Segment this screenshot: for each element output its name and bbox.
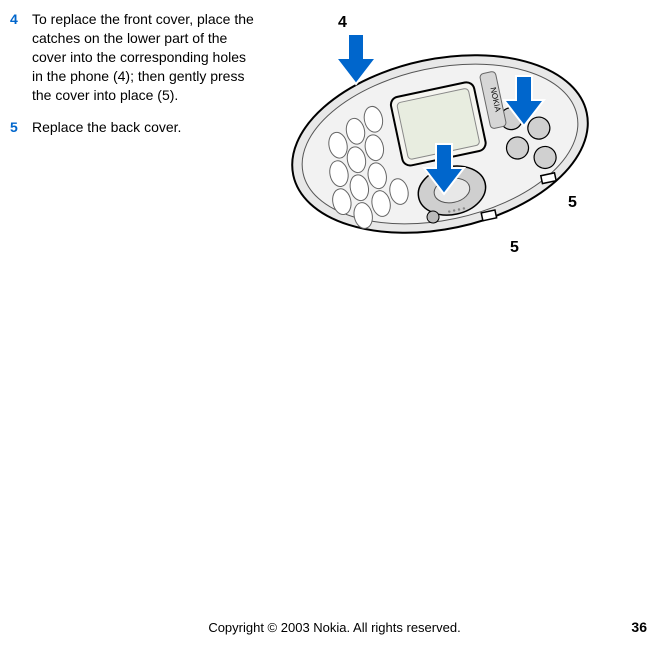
device-figure: NOKIA <box>280 14 610 254</box>
step-4: 4 To replace the front cover, place the … <box>10 10 260 104</box>
step-number: 4 <box>10 10 32 104</box>
page-number: 36 <box>631 619 647 635</box>
step-text: Replace the back cover. <box>32 118 181 137</box>
footer-copyright: Copyright © 2003 Nokia. All rights reser… <box>0 620 669 635</box>
arrow-icon <box>336 34 376 84</box>
device-illustration: NOKIA <box>280 14 610 264</box>
instruction-text-column: 4 To replace the front cover, place the … <box>10 10 270 254</box>
callout-label: 5 <box>510 239 519 257</box>
step-text: To replace the front cover, place the ca… <box>32 10 260 104</box>
callout-label: 5 <box>568 194 577 212</box>
callout-label: 4 <box>338 14 347 32</box>
figure-column: NOKIA <box>270 10 649 254</box>
step-number: 5 <box>10 118 32 137</box>
step-5: 5 Replace the back cover. <box>10 118 260 137</box>
